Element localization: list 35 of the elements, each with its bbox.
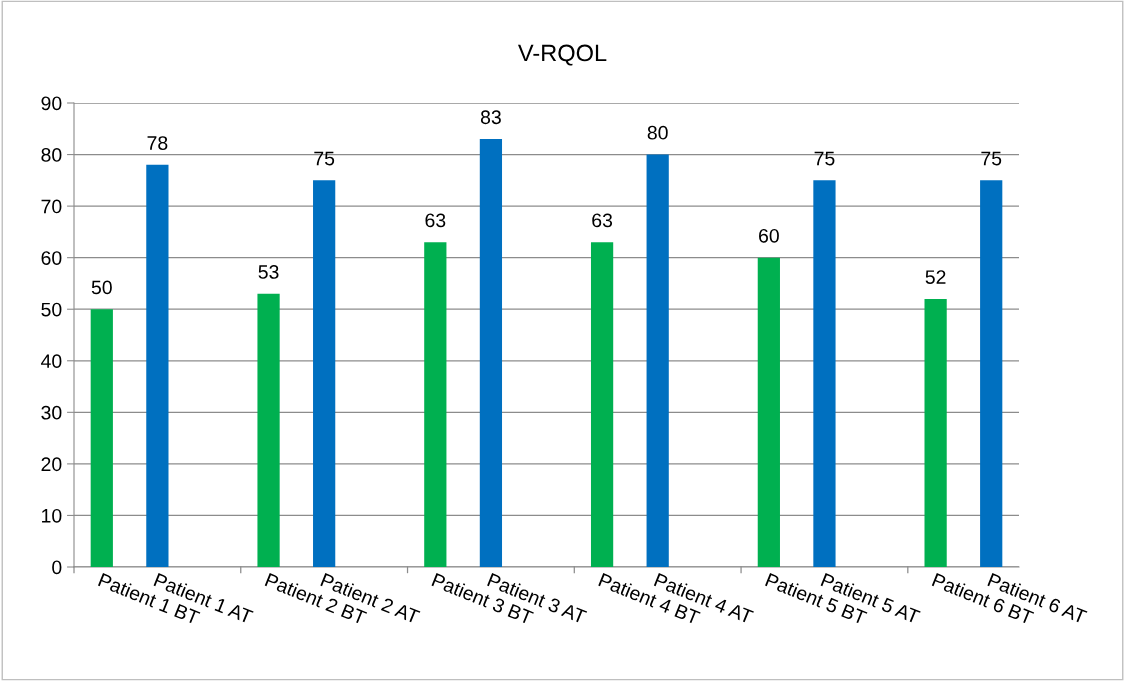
data-label: 53 (258, 265, 279, 279)
bar (146, 164, 169, 567)
data-label: 75 (981, 151, 1002, 166)
y-tick-label: 50 (41, 302, 62, 317)
y-tick-label: 0 (52, 560, 62, 575)
bar (980, 180, 1003, 567)
y-tick-label: 40 (41, 354, 62, 369)
y-tick-label: 30 (41, 405, 62, 420)
bar (424, 242, 447, 567)
bar (590, 242, 614, 567)
data-label: 63 (425, 213, 446, 228)
bar (924, 298, 947, 567)
y-tick-label: 70 (41, 199, 62, 214)
data-label: 75 (314, 151, 335, 166)
y-tick-label: 80 (41, 148, 62, 162)
bar (646, 154, 669, 567)
data-label: 63 (592, 213, 613, 228)
y-tick-label: 60 (41, 251, 62, 265)
data-label: 78 (147, 136, 168, 150)
bar (257, 293, 280, 567)
y-tick-label: 20 (41, 457, 62, 472)
bar (90, 309, 113, 567)
data-label: 52 (925, 270, 946, 284)
y-tick-label: 90 (41, 96, 62, 111)
y-tick-label: 10 (42, 508, 62, 523)
bar (813, 180, 836, 567)
chart-title: V-RQOL (517, 44, 607, 66)
data-label: 50 (91, 280, 112, 295)
bar (757, 257, 780, 567)
bar (479, 139, 503, 567)
data-label: 75 (814, 151, 835, 166)
bar (313, 180, 336, 567)
data-label: 83 (480, 110, 501, 125)
data-label: 60 (759, 228, 779, 243)
data-label: 80 (647, 125, 668, 140)
